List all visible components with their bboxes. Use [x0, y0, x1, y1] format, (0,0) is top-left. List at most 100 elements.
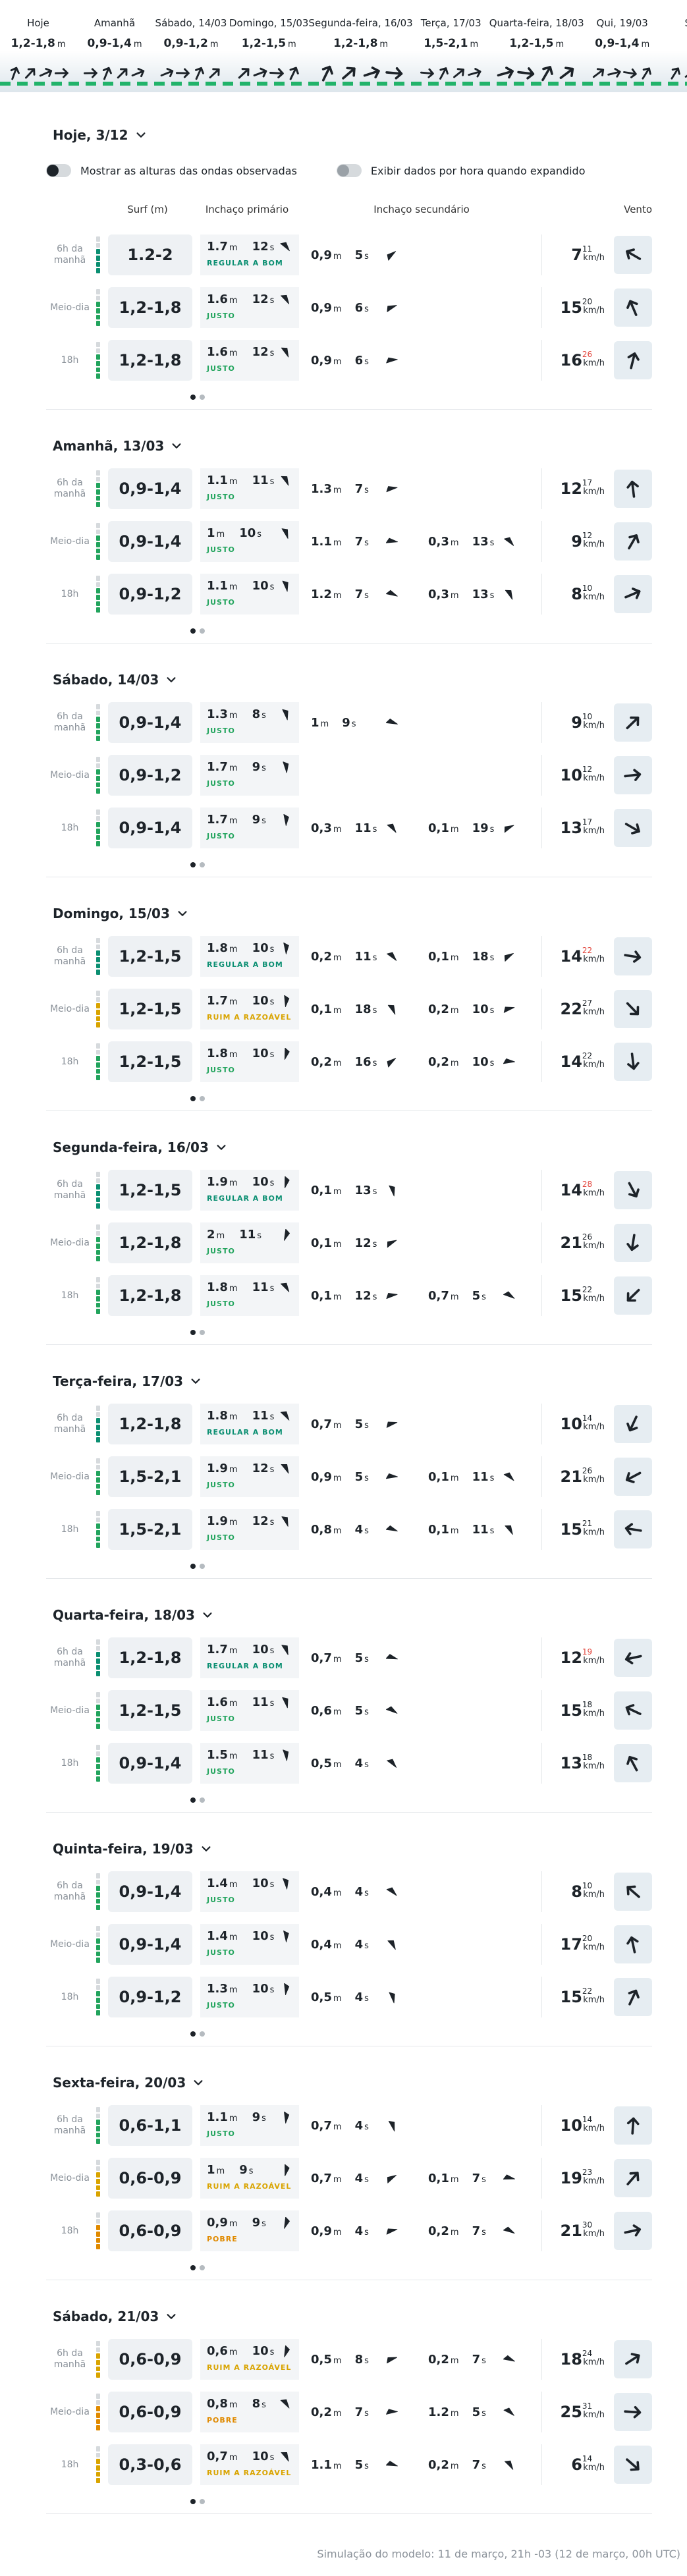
forecast-row[interactable]: 6h da manhã 1.2-2 1.7 m 12 s REGULAR A BOM 0,9 m… — [46, 229, 652, 281]
strip-day[interactable]: Quarta-feira, 18/03 1,2-1,5 m — [489, 0, 584, 92]
day-title[interactable]: Segunda-feira, 16/03 — [53, 1131, 652, 1164]
strip-day[interactable]: Sábado, 14/03 0,9-1,2 m — [153, 0, 229, 92]
day-title[interactable]: Sábado, 21/03 — [53, 2300, 652, 2333]
unit: s — [269, 1465, 275, 1475]
rating-bar-segment — [96, 1985, 100, 1990]
primary-swell-values: 1.7 m 9 s — [207, 813, 292, 827]
forecast-row[interactable]: 6h da manhã 1,2-1,5 1.8 m 10 s REGULAR A BOM 0,… — [46, 930, 652, 983]
forecast-row[interactable]: 18h 1,5-2,1 1.9 m 12 s JUSTO 0,8 m 4 s 0,1 m 11 s 1521k… — [46, 1503, 652, 1556]
forecast-row[interactable]: 18h 1,2-1,8 1.8 m 11 s JUSTO 0,1 m 12 s 0,7 m 5 s 1522k… — [46, 1269, 652, 1322]
forecast-row[interactable]: 18h 1,2-1,5 1.8 m 10 s JUSTO 0,2 m 16 s 0,2 m 10 s 1422… — [46, 1035, 652, 1088]
rating-bar-segment — [96, 1490, 100, 1496]
pager-dot[interactable] — [200, 1564, 205, 1569]
toggle-switch[interactable] — [336, 164, 362, 177]
day-title[interactable]: Quarta-feira, 18/03 — [53, 1599, 652, 1631]
rating-strip — [0, 82, 687, 86]
pager-dot[interactable] — [190, 1564, 196, 1569]
forecast-row[interactable]: 6h da manhã 1,2-1,8 1.8 m 11 s REGULAR A BOM 0,… — [46, 1398, 652, 1450]
pager-dot[interactable] — [200, 1096, 205, 1101]
toggle[interactable]: Mostrar as alturas das ondas observadas — [46, 164, 297, 177]
forecast-row[interactable]: Meio-dia 1,2-1,8 1.6 m 12 s JUSTO 0,9 m 6 s 1520km/… — [46, 281, 652, 334]
pager-dot[interactable] — [200, 1797, 205, 1803]
forecast-row[interactable]: Meio-dia 0,6-0,9 1 m 9 s RUIM A RAZOÁVEL 0,7 m 4 s… — [46, 2152, 652, 2205]
pager-dot[interactable] — [200, 862, 205, 867]
direction — [503, 2174, 515, 2179]
wind: 912km/h — [542, 522, 652, 561]
day-title[interactable]: Domingo, 15/03 — [53, 897, 652, 930]
forecast-row[interactable]: 18h 0,9-1,2 1.3 m 10 s JUSTO 0,5 m 4 s 1522km/h — [46, 1971, 652, 2023]
forecast-row[interactable]: 6h da manhã 0,9-1,4 1.1 m 11 s JUSTO 1.3 m 7 s 1217… — [46, 462, 652, 515]
day-title[interactable]: Quinta-feira, 19/03 — [53, 1832, 652, 1865]
pager-dot[interactable] — [190, 1096, 196, 1101]
day-title[interactable]: Sexta-feira, 20/03 — [53, 2066, 652, 2099]
strip-range-value: 1,2-1,5 — [241, 37, 287, 50]
forecast-row[interactable]: Meio-dia 0,9-1,4 1 m 10 s JUSTO 1.1 m 7 s 0,3 m 13 s 91… — [46, 515, 652, 568]
pager-dot[interactable] — [200, 2499, 205, 2504]
forecast-row[interactable]: 6h da manhã 1,2-1,8 1.7 m 10 s REGULAR A BOM 0,… — [46, 1631, 652, 1684]
day-title[interactable]: Amanhã, 13/03 — [53, 429, 652, 462]
pager-dot[interactable] — [190, 2265, 196, 2270]
forecast-row[interactable]: Meio-dia 1,2-1,5 1.7 m 10 s RUIM A RAZOÁVEL 0,1… — [46, 983, 652, 1035]
forecast-row[interactable]: 6h da manhã 0,6-1,1 1.1 m 9 s JUSTO 0,7 m 4 s 1014k… — [46, 2099, 652, 2152]
forecast-row[interactable]: 18h 0,9-1,2 1.1 m 10 s JUSTO 1.2 m 7 s 0,3 m 13 s 810km… — [46, 568, 652, 620]
forecast-row[interactable]: 18h 0,9-1,4 1.5 m 11 s JUSTO 0,5 m 4 s 1318km/h — [46, 1737, 652, 1790]
pager-dot[interactable] — [190, 628, 196, 634]
swell-height: 0,5 — [311, 1756, 332, 1770]
day-title[interactable]: Sábado, 14/03 — [53, 663, 652, 696]
pager-dot[interactable] — [190, 862, 196, 867]
day-title[interactable]: Hoje, 3/12 — [53, 119, 652, 151]
direction — [626, 716, 640, 730]
pager-dot[interactable] — [190, 2031, 196, 2037]
forecast-row[interactable]: Meio-dia 1,2-1,8 2 m 11 s JUSTO 0,1 m 12 s 2126km/h — [46, 1217, 652, 1269]
primary-swell-values: 1 m 10 s — [207, 526, 292, 540]
pager-dot[interactable] — [200, 2265, 205, 2270]
wind-speed: 1014km/h — [561, 1413, 605, 1433]
forecast-row[interactable]: 6h da manhã 0,9-1,4 1.4 m 10 s JUSTO 0,4 m 4 s 810k… — [46, 1865, 652, 1918]
forecast-row[interactable]: Meio-dia 1,2-1,5 1.6 m 11 s JUSTO 0,6 m 5 s 1518km/… — [46, 1684, 652, 1737]
swell-height: 1 — [207, 526, 215, 540]
forecast-row[interactable]: Meio-dia 0,6-0,9 0,8 m 8 s POBRE 0,2 m 7 s 1.2 m 5 s 25… — [46, 2386, 652, 2438]
pager-dot[interactable] — [200, 395, 205, 400]
forecast-row[interactable]: 6h da manhã 0,9-1,4 1.3 m 8 s JUSTO 1 m 9 s 910km/h — [46, 696, 652, 749]
forecast-row[interactable]: Meio-dia 0,9-1,2 1.7 m 9 s JUSTO 1012km/h — [46, 749, 652, 802]
forecast-row[interactable]: 18h 0,6-0,9 0,9 m 9 s POBRE 0,9 m 4 s 0,2 m 7 s 2130km/… — [46, 2205, 652, 2257]
primary-swell-values: 1.6 m 11 s — [207, 1695, 292, 1709]
wind-direction-box — [614, 1171, 652, 1209]
primary-swell-values: 1.3 m 8 s — [207, 707, 292, 721]
forecast-row[interactable]: Meio-dia 1,5-2,1 1.9 m 12 s JUSTO 0,9 m 5 s 0,1 m 11 s… — [46, 1450, 652, 1503]
direction — [281, 528, 289, 539]
strip-day[interactable]: Segunda-feira, 16/03 1,2-1,8 m — [308, 0, 413, 92]
strip-range-unit: m — [641, 40, 650, 49]
forecast-row[interactable]: 6h da manhã 1,2-1,5 1.9 m 10 s REGULAR A BOM 0,… — [46, 1164, 652, 1217]
rating-bar-segment — [96, 361, 100, 366]
forecast-row[interactable]: Meio-dia 0,9-1,4 1.4 m 10 s JUSTO 0,4 m 4 s 1720km/… — [46, 1918, 652, 1971]
strip-day[interactable]: Domingo, 15/03 1,2-1,5 m — [229, 0, 308, 92]
pager-dot[interactable] — [190, 1797, 196, 1803]
strip-day-label: Amanhã — [94, 17, 136, 29]
swell-direction — [283, 761, 289, 773]
wind-speed-value: 18 — [560, 2350, 582, 2369]
swell-direction — [388, 2120, 395, 2131]
toggle[interactable]: Exibir dados por hora quando expandido — [336, 164, 586, 177]
pager-dot[interactable] — [200, 2031, 205, 2037]
pager-dot[interactable] — [190, 395, 196, 400]
strip-day[interactable]: Sexta — [661, 0, 687, 92]
rating-bar-segment — [96, 1290, 100, 1296]
strip-day[interactable]: Qui, 19/03 0,9-1,4 m — [584, 0, 661, 92]
strip-day[interactable]: Hoje 1,2-1,8 m — [0, 0, 76, 92]
day-title[interactable]: Terça-feira, 17/03 — [53, 1365, 652, 1398]
forecast-row[interactable]: 6h da manhã 0,6-0,9 0,6 m 10 s RUIM A RAZOÁVEL… — [46, 2333, 652, 2386]
strip-day[interactable]: Terça, 17/03 1,5-2,1 m — [413, 0, 489, 92]
forecast-row[interactable]: 18h 0,3-0,6 0,7 m 10 s RUIM A RAZOÁVEL 1.1 m 5 s 0,… — [46, 2438, 652, 2491]
pager-dot[interactable] — [190, 1330, 196, 1335]
primary-swell-values: 1.7 m 9 s — [207, 760, 292, 774]
forecast-row[interactable]: 18h 1,2-1,8 1.6 m 12 s JUSTO 0,9 m 6 s 1626km/h — [46, 334, 652, 387]
strip-day[interactable]: Amanhã 0,9-1,4 m — [76, 0, 153, 92]
strip-range: 1,2-1,5 m — [229, 37, 308, 50]
pager-dot[interactable] — [200, 628, 205, 634]
toggle-switch[interactable] — [46, 164, 71, 177]
direction — [283, 1931, 289, 1942]
pager-dot[interactable] — [200, 1330, 205, 1335]
forecast-row[interactable]: 18h 0,9-1,4 1.7 m 9 s JUSTO 0,3 m 11 s 0,1 m 19 s 1317k… — [46, 802, 652, 854]
pager-dot[interactable] — [190, 2499, 196, 2504]
